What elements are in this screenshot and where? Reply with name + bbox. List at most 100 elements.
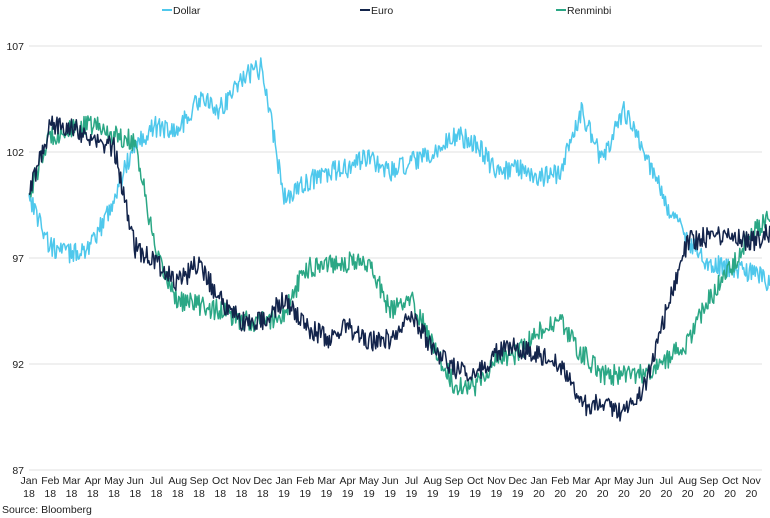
x-tick-year: 18	[172, 488, 184, 500]
x-tick-year: 19	[469, 488, 481, 500]
y-axis: 87 92 97 102 107	[6, 41, 24, 477]
x-tick-month: Jan	[530, 475, 547, 487]
x-tick-year: 20	[597, 488, 609, 500]
x-tick-month: May	[359, 475, 380, 487]
x-tick-month: May	[614, 475, 635, 487]
x-tick-month: Oct	[722, 475, 738, 487]
x-tick-year: 19	[342, 488, 354, 500]
x-tick-year: 18	[257, 488, 269, 500]
x-tick-month: Jul	[660, 475, 673, 487]
y-tick-label: 92	[12, 359, 24, 371]
x-tick-month: Mar	[62, 475, 81, 487]
x-tick-year: 18	[108, 488, 120, 500]
legend-label-euro: Euro	[371, 5, 393, 17]
legend-item-dollar: Dollar	[162, 5, 201, 17]
legend-item-euro: Euro	[360, 5, 393, 17]
x-tick-year: 19	[384, 488, 396, 500]
x-tick-year: 18	[129, 488, 141, 500]
x-tick-month: Dec	[508, 475, 527, 487]
x-tick-year: 20	[746, 488, 758, 500]
y-tick-label: 97	[12, 253, 24, 265]
x-tick-month: Mar	[317, 475, 336, 487]
x-tick-month: Feb	[296, 475, 314, 487]
x-tick-month: Dec	[253, 475, 272, 487]
x-axis: Jan18Feb18Mar18Apr18May18Jun18Jul18Aug18…	[21, 475, 762, 500]
x-tick-year: 20	[618, 488, 630, 500]
x-tick-month: Apr	[85, 475, 102, 487]
x-tick-month: Sep	[445, 475, 464, 487]
x-tick-month: Jan	[21, 475, 38, 487]
x-tick-month: Feb	[551, 475, 569, 487]
x-tick-month: Jun	[637, 475, 654, 487]
x-tick-month: Jul	[150, 475, 163, 487]
x-tick-year: 19	[406, 488, 418, 500]
x-tick-year: 18	[151, 488, 163, 500]
x-tick-month: Aug	[678, 475, 697, 487]
x-tick-month: Aug	[168, 475, 187, 487]
x-tick-month: Jun	[382, 475, 399, 487]
legend-item-renminbi: Renminbi	[556, 5, 611, 17]
x-tick-month: Oct	[212, 475, 228, 487]
series-line-euro	[28, 115, 770, 422]
x-tick-year: 19	[491, 488, 503, 500]
x-tick-year: 19	[278, 488, 290, 500]
x-tick-year: 20	[724, 488, 736, 500]
x-tick-month: Nov	[232, 475, 251, 487]
x-tick-month: Sep	[190, 475, 209, 487]
x-tick-year: 18	[193, 488, 205, 500]
x-tick-year: 18	[66, 488, 78, 500]
y-tick-label: 107	[6, 41, 24, 53]
x-tick-month: Nov	[742, 475, 761, 487]
y-tick-label: 102	[6, 147, 24, 159]
x-tick-year: 19	[299, 488, 311, 500]
series-lines	[28, 57, 770, 422]
x-tick-year: 20	[554, 488, 566, 500]
x-tick-month: Jun	[127, 475, 144, 487]
legend-label-renminbi: Renminbi	[567, 5, 611, 17]
x-tick-year: 19	[363, 488, 375, 500]
x-tick-year: 19	[448, 488, 460, 500]
x-tick-year: 18	[236, 488, 248, 500]
x-tick-year: 18	[44, 488, 56, 500]
x-tick-month: Jul	[405, 475, 418, 487]
x-tick-year: 18	[214, 488, 226, 500]
x-tick-year: 20	[639, 488, 651, 500]
x-tick-year: 20	[682, 488, 694, 500]
x-tick-year: 20	[576, 488, 588, 500]
x-tick-month: May	[104, 475, 125, 487]
x-tick-year: 20	[703, 488, 715, 500]
x-tick-month: Nov	[487, 475, 506, 487]
x-tick-year: 19	[321, 488, 333, 500]
x-tick-year: 20	[661, 488, 673, 500]
x-tick-year: 19	[427, 488, 439, 500]
gridlines	[29, 45, 762, 471]
